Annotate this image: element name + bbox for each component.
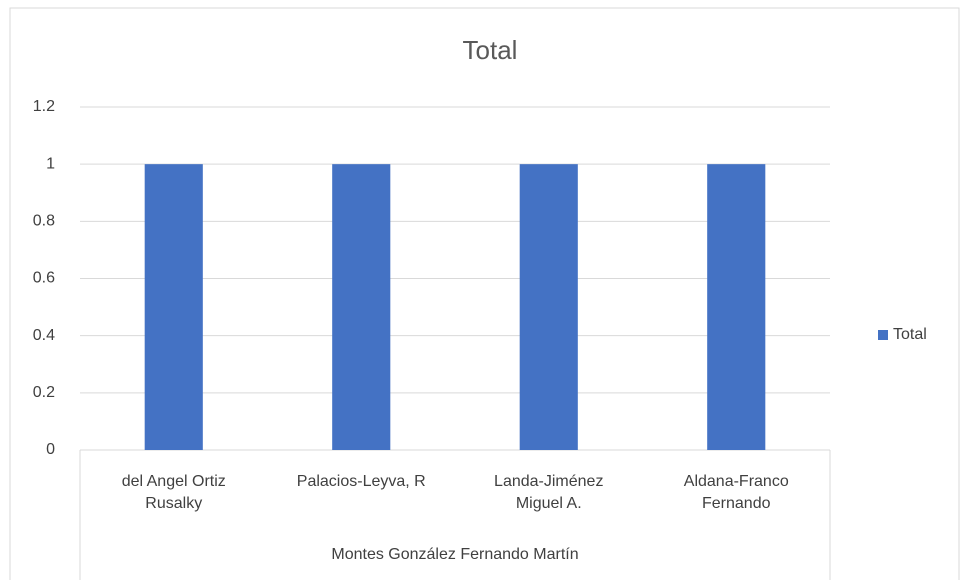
y-tick-label: 0.8 [33,213,55,230]
bar [144,164,203,450]
y-tick-label: 0.6 [33,270,55,287]
y-tick-label: 0.4 [33,327,55,344]
y-tick-label: 0 [46,441,55,458]
category-group-label: Montes González Fernando Martín [331,546,579,563]
x-tick-label: Landa-Jiménez Miguel A. [494,473,604,512]
legend-swatch [878,330,888,340]
chart-title: Total [463,35,518,65]
x-tick-label: Aldana-Franco Fernando [683,473,789,512]
y-tick-label: 1 [46,155,55,172]
bar [332,164,391,450]
legend-label: Total [893,326,927,343]
y-tick-label: 0.2 [33,384,55,401]
x-tick-label: del Angel Ortiz Rusalky [121,473,226,512]
bar [519,164,578,450]
x-tick-label: Palacios-Leyva, R [296,473,426,490]
chart-border [9,7,960,580]
y-tick-label: 1.2 [33,98,55,115]
bar [707,164,766,450]
